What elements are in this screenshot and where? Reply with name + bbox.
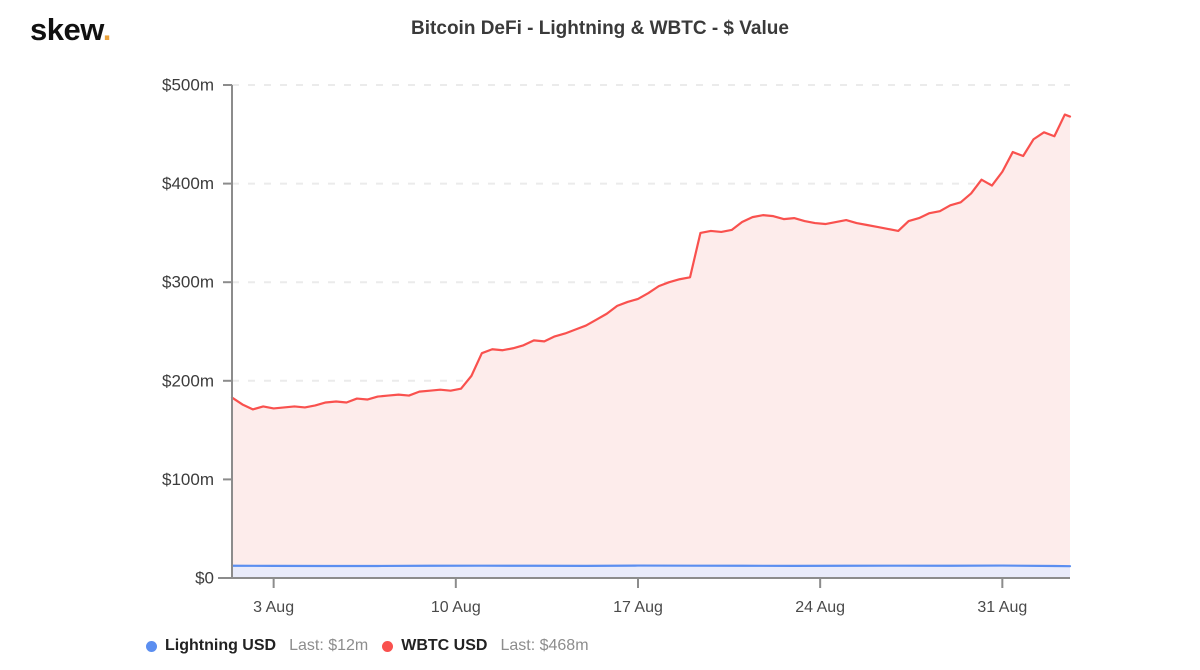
page-title: Bitcoin DeFi - Lightning & WBTC - $ Valu… xyxy=(411,18,789,39)
x-axis-tick-label: 31 Aug xyxy=(977,599,1027,616)
series-area-wbtc-usd xyxy=(232,114,1070,578)
legend-last-value: Last: $12m xyxy=(289,637,369,654)
brand-name: skew xyxy=(30,12,103,47)
y-axis-tick-label: $500m xyxy=(162,75,214,94)
x-axis-tick-label: 3 Aug xyxy=(253,599,294,616)
y-axis-tick-label: $400m xyxy=(162,174,214,193)
x-axis-tick-label: 24 Aug xyxy=(795,599,845,616)
y-axis-tick-label: $100m xyxy=(162,470,214,489)
brand-logo: skew. xyxy=(30,14,111,45)
y-axis-tick-label: $200m xyxy=(162,371,214,390)
x-axis-tick-label: 17 Aug xyxy=(613,599,663,616)
circle-marker-icon xyxy=(382,640,394,652)
series-line-lightning-usd xyxy=(230,564,1072,568)
brand-dot: . xyxy=(102,12,112,47)
legend-series-name: WBTC USD xyxy=(401,637,488,654)
y-axis-tick-label: $300m xyxy=(162,273,214,292)
legend-series-name: Lightning USD xyxy=(165,637,277,654)
x-axis-tick-label: 10 Aug xyxy=(431,599,481,616)
series-area-lightning-usd xyxy=(232,565,1070,578)
chart-legend: Lightning USD Last: $12m WBTC USD Last: $46… xyxy=(146,637,603,655)
y-axis-tick-label: $0 xyxy=(195,568,214,587)
series-line-wbtc-usd xyxy=(230,113,1072,411)
legend-item[interactable]: WBTC USD Last: $468m xyxy=(382,637,589,655)
circle-marker-icon xyxy=(146,640,157,652)
legend-item[interactable]: Lightning USD Last: $12m xyxy=(146,637,368,655)
legend-last-value: Last: $468m xyxy=(500,637,589,654)
